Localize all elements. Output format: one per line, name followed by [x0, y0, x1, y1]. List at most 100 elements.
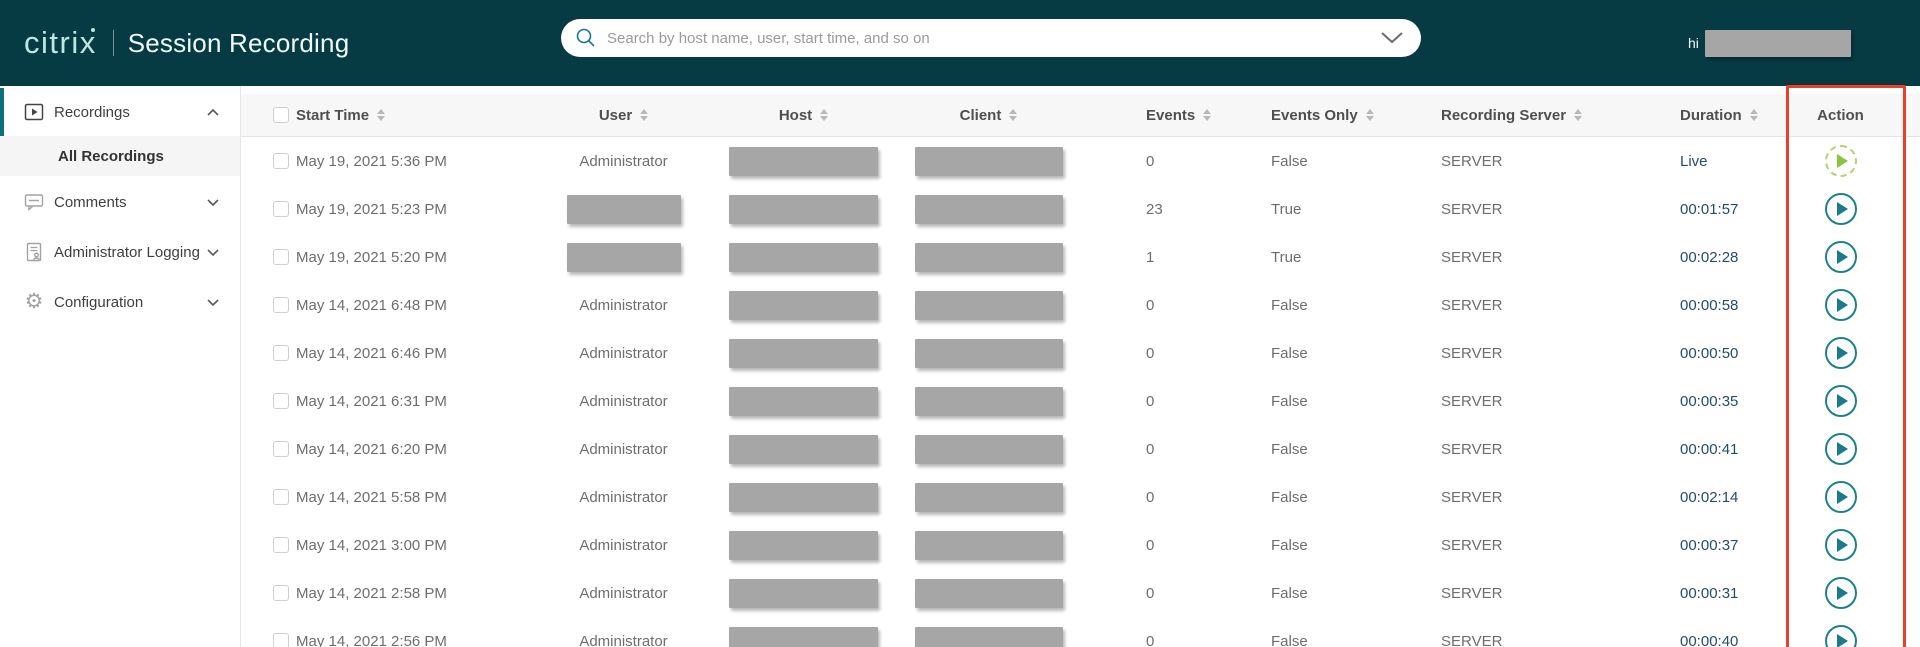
cell-recording-server: SERVER	[1441, 344, 1503, 362]
play-button[interactable]	[1824, 289, 1857, 321]
redacted-client	[914, 338, 1063, 368]
search-input[interactable]	[607, 29, 1381, 47]
column-header-start-time[interactable]: Start Time	[296, 107, 536, 124]
play-button[interactable]	[1824, 577, 1857, 609]
sort-icon[interactable]	[1749, 109, 1758, 121]
cell-duration-link[interactable]: 00:00:31	[1680, 584, 1739, 602]
table-row: May 14, 2021 6:48 PM Administrator 0	[241, 281, 1920, 329]
sort-icon[interactable]	[377, 109, 386, 121]
play-button[interactable]	[1824, 145, 1857, 177]
cell-start-time: May 14, 2021 3:00 PM	[296, 536, 447, 554]
cell-start-time: May 14, 2021 6:48 PM	[296, 296, 447, 314]
play-icon	[1836, 442, 1848, 456]
redacted-client	[914, 578, 1063, 608]
cell-events-only: False	[1271, 584, 1308, 602]
row-checkbox[interactable]	[273, 249, 289, 265]
row-checkbox[interactable]	[273, 537, 289, 553]
cell-events-only: False	[1271, 392, 1308, 410]
cell-duration-link[interactable]: 00:00:41	[1680, 440, 1739, 458]
play-button[interactable]	[1824, 433, 1857, 465]
sort-icon[interactable]	[1009, 109, 1018, 121]
play-button[interactable]	[1824, 385, 1857, 417]
row-checkbox[interactable]	[273, 153, 289, 169]
table-row: May 14, 2021 6:46 PM Administrator 0	[241, 329, 1920, 377]
column-header-host[interactable]: Host	[711, 107, 896, 124]
cell-user: Administrator	[579, 152, 668, 170]
cell-duration-link[interactable]: 00:00:35	[1680, 392, 1739, 410]
sidebar-item-administrator-logging[interactable]: Administrator Logging	[0, 228, 240, 276]
column-header-recording-server[interactable]: Recording Server	[1361, 107, 1583, 124]
table-row: May 14, 2021 3:00 PM Administrator 0	[241, 521, 1920, 569]
row-checkbox[interactable]	[273, 633, 289, 647]
play-button[interactable]	[1824, 337, 1857, 369]
column-header-client[interactable]: Client	[896, 107, 1081, 124]
cell-recording-server: SERVER	[1441, 440, 1503, 458]
cell-user: Administrator	[579, 584, 668, 602]
play-button[interactable]	[1824, 529, 1857, 561]
sort-icon[interactable]	[1203, 109, 1212, 121]
play-button[interactable]	[1824, 481, 1857, 513]
row-checkbox[interactable]	[273, 393, 289, 409]
gear-icon: ⚙	[24, 290, 44, 313]
row-checkbox[interactable]	[273, 585, 289, 601]
cell-duration-link[interactable]: 00:01:57	[1680, 200, 1739, 218]
citrix-wordmark: citrix	[24, 25, 103, 61]
table-row: May 14, 2021 6:20 PM Administrator 0	[241, 425, 1920, 473]
cell-events-only: False	[1271, 344, 1308, 362]
search-bar[interactable]	[561, 19, 1421, 57]
redacted-user	[566, 194, 681, 224]
column-header-events[interactable]: Events	[1081, 107, 1212, 124]
sort-icon[interactable]	[1365, 109, 1374, 121]
cell-recording-server: SERVER	[1441, 152, 1503, 170]
cell-user: Administrator	[579, 344, 668, 362]
redacted-host	[729, 530, 878, 560]
table-row: May 19, 2021 5:23 PM 23	[241, 185, 1920, 233]
column-header-events-only[interactable]: Events Only	[1211, 107, 1374, 124]
table-body: May 19, 2021 5:36 PM Administrator 0	[241, 137, 1920, 647]
cell-events: 0	[1146, 488, 1155, 506]
cell-duration-link[interactable]: 00:00:40	[1680, 632, 1739, 647]
sort-icon[interactable]	[820, 109, 829, 121]
redacted-user	[566, 242, 681, 272]
cell-duration-link[interactable]: 00:02:14	[1680, 488, 1739, 506]
cell-events-only: False	[1271, 440, 1308, 458]
cell-duration-link[interactable]: 00:00:37	[1680, 536, 1739, 554]
cell-duration-link[interactable]: 00:02:28	[1680, 248, 1739, 266]
sidebar-item-recordings[interactable]: Recordings	[0, 88, 240, 136]
cell-events: 0	[1146, 392, 1155, 410]
sort-icon[interactable]	[640, 109, 649, 121]
row-checkbox[interactable]	[273, 441, 289, 457]
cell-duration-link[interactable]: Live	[1680, 152, 1708, 170]
play-button[interactable]	[1824, 241, 1857, 273]
row-checkbox[interactable]	[273, 201, 289, 217]
row-checkbox[interactable]	[273, 489, 289, 505]
sort-icon[interactable]	[1574, 109, 1583, 121]
user-greeting: hi	[1688, 35, 1699, 51]
cell-duration-link[interactable]: 00:00:58	[1680, 296, 1739, 314]
play-icon	[1836, 490, 1848, 504]
cell-events: 0	[1146, 632, 1155, 647]
chevron-down-icon[interactable]	[1381, 32, 1403, 44]
play-icon	[1836, 298, 1848, 312]
sidebar-item-all-recordings[interactable]: All Recordings	[0, 136, 240, 176]
recordings-play-icon	[24, 101, 44, 123]
sidebar-item-configuration[interactable]: ⚙ Configuration	[0, 278, 240, 326]
play-button[interactable]	[1824, 625, 1857, 647]
cell-recording-server: SERVER	[1441, 536, 1503, 554]
row-checkbox[interactable]	[273, 297, 289, 313]
redacted-host	[729, 626, 878, 647]
cell-events: 0	[1146, 584, 1155, 602]
cell-duration-link[interactable]: 00:00:50	[1680, 344, 1739, 362]
sidebar-item-label: Comments	[54, 193, 127, 211]
cell-user: Administrator	[579, 488, 668, 506]
column-header-user[interactable]: User	[536, 107, 711, 124]
user-menu[interactable]: hi	[1688, 0, 1851, 86]
row-checkbox[interactable]	[273, 345, 289, 361]
select-all-checkbox[interactable]	[273, 107, 289, 123]
column-header-duration[interactable]: Duration	[1521, 107, 1761, 124]
redacted-host	[729, 434, 878, 464]
cell-events: 0	[1146, 536, 1155, 554]
play-button[interactable]	[1824, 193, 1857, 225]
sidebar-item-comments[interactable]: Comments	[0, 178, 240, 226]
